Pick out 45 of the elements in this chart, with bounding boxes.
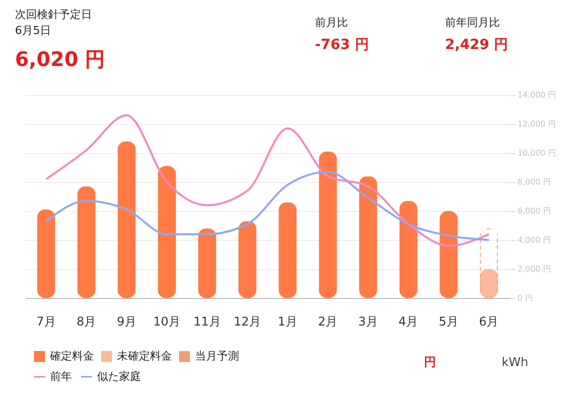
x-tick-label: 9月 (116, 314, 136, 328)
x-tick-label: 6月 (479, 314, 499, 328)
line-series (45, 114, 490, 247)
bar (158, 166, 176, 298)
text: 前年同月比 (445, 16, 500, 29)
legend-label: 似た家庭 (97, 370, 141, 383)
x-tick-label: 3月 (358, 314, 378, 328)
bar (238, 221, 256, 298)
y-tick-label: 12,000 円 (518, 120, 556, 128)
y-tick-label: 2,000 円 (518, 264, 551, 274)
x-tick-label: 7月 (36, 314, 56, 328)
bar (480, 228, 498, 298)
text: 6,020 円 (15, 47, 106, 71)
text: 2,429 円 (445, 37, 508, 53)
bar (77, 186, 96, 298)
x-tick-label: 10月 (153, 314, 181, 328)
x-tick-label: 1月 (278, 314, 298, 328)
y-tick-label: 10,000 円 (518, 148, 556, 158)
legend-label: 確定料金 (49, 350, 94, 363)
y-tick-label: 6,000 円 (518, 206, 551, 216)
legend-label: 前年 (50, 370, 72, 383)
text: 次回検針予定日 (15, 8, 92, 21)
text: 6月5日 (15, 24, 51, 37)
text: 円 (424, 355, 436, 369)
bar (118, 141, 136, 298)
text: kWh (502, 355, 528, 369)
x-tick-label: 12月 (234, 314, 262, 328)
bar (318, 152, 337, 298)
legend-label: 未確定料金 (117, 350, 172, 363)
y-tick-label: 0 円 (518, 294, 534, 302)
bar (37, 210, 56, 298)
line-series (45, 170, 490, 241)
text: -763 円 (315, 37, 369, 53)
legend-label: 当月予測 (195, 350, 239, 363)
x-tick-label: 11月 (193, 314, 221, 328)
x-tick-label: 5月 (438, 314, 458, 328)
y-tick-label: 4,000 円 (518, 236, 551, 244)
text: 前月比 (315, 16, 348, 29)
bar (359, 176, 378, 298)
x-tick-label: 8月 (76, 314, 96, 328)
bar (278, 202, 297, 298)
y-tick-label: 14,000 円 (518, 90, 556, 100)
y-tick-label: 8,000 円 (518, 178, 551, 186)
x-tick-label: 2月 (318, 314, 338, 328)
x-tick-label: 4月 (398, 314, 418, 328)
